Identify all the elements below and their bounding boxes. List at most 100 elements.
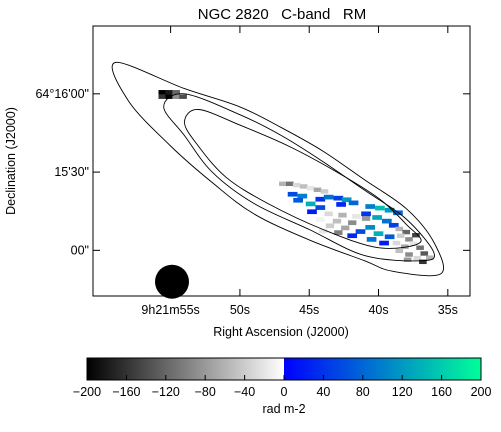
rm-pixel — [313, 187, 322, 193]
rm-pixel — [172, 94, 180, 99]
y-tick-label: 64°16'00" — [35, 87, 89, 101]
rm-pixel — [413, 255, 422, 261]
rm-pixel — [355, 229, 366, 234]
rm-pixel — [297, 193, 308, 199]
rm-pixel — [392, 240, 401, 246]
rm-pixel — [287, 191, 298, 197]
rm-pixel — [165, 90, 174, 95]
rm-pixel — [395, 226, 404, 232]
plot-frame — [92, 25, 471, 297]
rm-pixel — [352, 214, 361, 219]
rm-pixel — [395, 248, 404, 254]
y-axis: 64°16'00" 15'30" 00" — [35, 87, 470, 257]
x-tick-label: 50s — [230, 303, 250, 317]
rm-pixel — [286, 181, 294, 187]
rm-pixel — [348, 200, 359, 206]
rm-pixel — [416, 245, 424, 250]
rm-pixel — [425, 255, 434, 260]
contour-line — [184, 109, 422, 249]
rm-pixel — [325, 223, 335, 229]
rm-pixel — [333, 195, 344, 201]
rm-pixel — [384, 207, 395, 213]
x-tick-label: 45s — [299, 303, 319, 317]
rm-pixel — [336, 202, 346, 207]
rm-pixel — [165, 94, 174, 99]
rm-pixel — [361, 211, 371, 217]
rm-pixel — [405, 237, 413, 242]
colorbar-tick-label: 160 — [431, 385, 452, 399]
colorbar-tick-label: −160 — [112, 385, 140, 399]
rm-pixel — [306, 186, 315, 191]
rm-pixel — [315, 196, 326, 202]
rm-pixel — [379, 240, 389, 246]
colorbar-tick-label: 200 — [471, 385, 492, 399]
rm-pixel — [158, 90, 167, 95]
rm-pixel — [372, 215, 382, 220]
rm-pixel — [384, 234, 395, 240]
rm-pixel — [305, 201, 316, 207]
rm-pixel — [373, 231, 384, 236]
y-axis-label: Declination (J2000) — [4, 107, 18, 215]
rm-pixel — [279, 181, 287, 187]
colorbar-label: rad m-2 — [262, 402, 305, 416]
rm-pixel — [341, 225, 350, 231]
rm-pixel-layer — [158, 90, 434, 265]
rm-pixel — [412, 233, 420, 238]
rm-pixel — [420, 251, 429, 256]
rm-pixel — [361, 216, 371, 221]
rm-pixel — [299, 184, 308, 189]
y-tick-label: 15'30" — [54, 165, 89, 179]
rm-pixel — [365, 225, 376, 230]
colorbar-tick-label: 0 — [281, 385, 288, 399]
rm-pixel — [315, 205, 326, 210]
y-tick-label: 00" — [71, 243, 89, 257]
x-axis-label: Right Ascension (J2000) — [213, 325, 349, 339]
rm-pixel — [323, 194, 334, 200]
rm-pixel — [396, 233, 405, 238]
contour-line — [163, 93, 435, 262]
rm-pixel — [318, 228, 328, 234]
rm-pixel — [341, 197, 352, 203]
rm-pixel — [366, 237, 377, 242]
x-tick-label: 40s — [368, 303, 388, 317]
rm-pixel — [375, 205, 385, 211]
rm-pixel — [307, 209, 317, 215]
rm-pixel — [324, 211, 333, 217]
colorbar-tick-label: −200 — [73, 385, 101, 399]
rm-pixel — [347, 233, 358, 239]
rm-pixel — [179, 94, 187, 99]
x-tick-label: 9h21m55s — [141, 303, 199, 317]
rm-pixel — [419, 259, 427, 265]
colorbar-tick-label: −120 — [152, 385, 180, 399]
rm-pixel — [292, 182, 301, 188]
colorbar-tick-label: −80 — [195, 385, 216, 399]
colorbar-tick-label: 120 — [392, 385, 413, 399]
contour-layer — [111, 62, 444, 277]
colorbar-tick-label: 40 — [316, 385, 330, 399]
rm-pixel — [401, 244, 409, 249]
colorbar-tick-label: −40 — [234, 385, 255, 399]
rm-pixel — [402, 229, 411, 235]
x-tick-label: 35s — [438, 303, 458, 317]
beam-layer — [155, 264, 189, 299]
contour-line — [111, 62, 444, 277]
rm-pixel — [388, 222, 399, 228]
rm-pixel — [365, 204, 376, 209]
rm-pixel — [158, 94, 167, 99]
rm-pixel — [332, 218, 342, 224]
rm-pixel — [293, 197, 303, 203]
colorbar-axis: −200 −160 −120 −80 −40 0 40 80 120 160 200 — [73, 375, 492, 399]
chart-title: NGC 2820 C-band RM — [198, 6, 366, 23]
rm-pixel — [172, 90, 180, 95]
beam-ellipse — [155, 264, 189, 299]
colorbar-tick-label: 80 — [356, 385, 370, 399]
rm-pixel — [338, 212, 347, 218]
rm-pixel — [405, 252, 413, 257]
rm-pixel — [320, 189, 329, 194]
rm-pixel — [381, 218, 392, 224]
rm-pixel — [316, 217, 325, 222]
x-axis: 9h21m55s 50s 45s 40s 35s — [141, 26, 458, 317]
rm-pixel — [348, 220, 357, 226]
rm-pixel — [403, 257, 412, 262]
